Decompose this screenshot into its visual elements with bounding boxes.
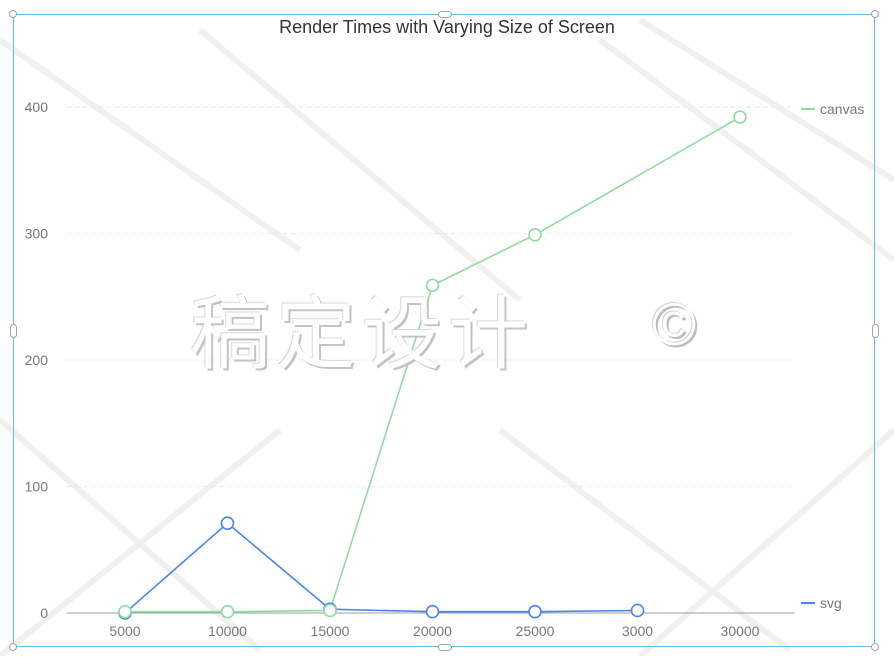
background-stroke bbox=[638, 17, 894, 183]
chart-title: Render Times with Varying Size of Screen bbox=[279, 17, 615, 37]
resize-handle-left[interactable] bbox=[10, 324, 17, 338]
data-point-canvas bbox=[425, 278, 440, 293]
y-tick-label: 300 bbox=[25, 226, 49, 242]
background-stroke bbox=[598, 37, 894, 263]
x-tick-label: 20000 bbox=[413, 623, 452, 639]
background-stroke bbox=[638, 427, 894, 659]
data-point-svg bbox=[425, 604, 440, 619]
x-tick-label: 10000 bbox=[208, 623, 247, 639]
x-tick-label: 5000 bbox=[109, 623, 140, 639]
data-point-canvas bbox=[118, 604, 132, 619]
legend-label-canvas: canvas bbox=[820, 101, 864, 117]
data-point-canvas bbox=[528, 227, 542, 242]
resize-handle-bottom[interactable] bbox=[438, 644, 452, 651]
data-point-canvas bbox=[323, 603, 337, 618]
y-tick-label: 400 bbox=[25, 99, 49, 115]
series-line-canvas bbox=[125, 116, 741, 613]
x-tick-label: 15000 bbox=[311, 623, 350, 639]
background-stroke bbox=[198, 27, 522, 303]
data-point-canvas bbox=[220, 604, 235, 619]
y-tick-label: 200 bbox=[25, 352, 49, 368]
background-stroke bbox=[0, 427, 282, 659]
x-tick-label: 3000 bbox=[622, 623, 653, 639]
data-point-svg bbox=[528, 604, 542, 619]
selection-frame[interactable] bbox=[13, 14, 875, 647]
background-stroke bbox=[0, 37, 302, 253]
resize-handle-top[interactable] bbox=[438, 11, 452, 18]
y-tick-label: 0 bbox=[40, 605, 48, 621]
x-tick-label: 25000 bbox=[516, 623, 555, 639]
resize-handle-bottom-right[interactable] bbox=[871, 643, 879, 651]
series-line-svg bbox=[124, 522, 638, 614]
resize-handle-top-right[interactable] bbox=[871, 10, 879, 18]
y-tick-label: 100 bbox=[25, 479, 49, 495]
legend-label-svg: svg bbox=[820, 595, 842, 611]
resize-handle-right[interactable] bbox=[872, 324, 879, 338]
x-tick-label: 30000 bbox=[721, 623, 760, 639]
data-point-svg bbox=[220, 516, 235, 530]
data-point-canvas bbox=[733, 110, 747, 124]
resize-handle-top-left[interactable] bbox=[9, 10, 17, 18]
resize-handle-bottom-left[interactable] bbox=[9, 643, 17, 651]
data-point-svg bbox=[630, 603, 645, 618]
